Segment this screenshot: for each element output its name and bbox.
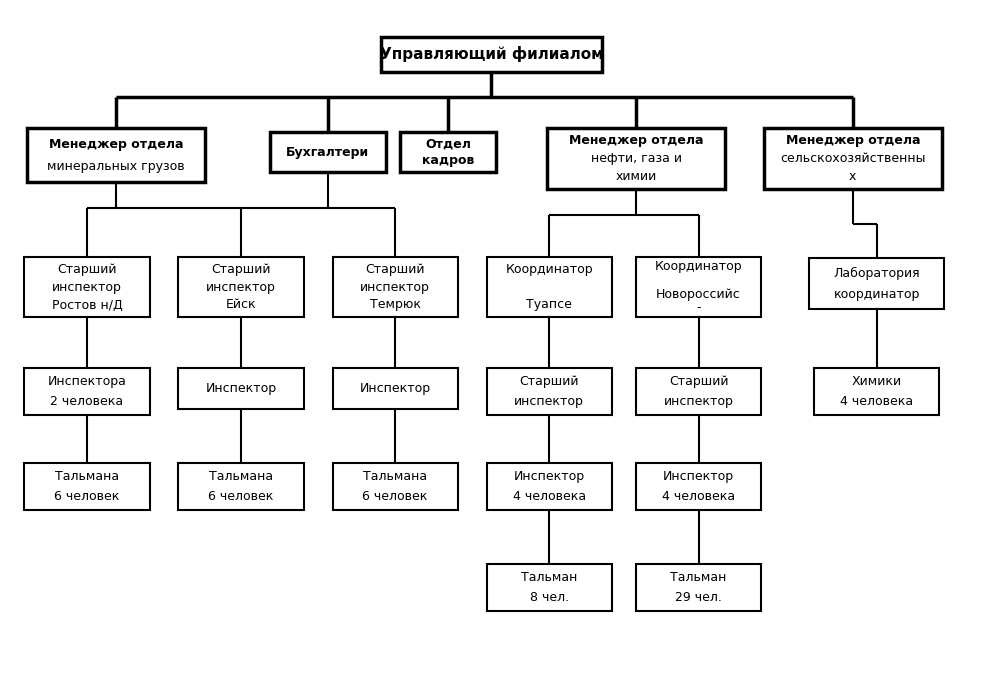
Text: Менеджер отдела: Менеджер отдела	[569, 134, 703, 147]
Text: Инспектор: Инспектор	[205, 382, 276, 395]
Text: 2 человека: 2 человека	[50, 395, 124, 408]
FancyBboxPatch shape	[636, 368, 761, 415]
Text: Отдел: Отдел	[426, 137, 471, 150]
Text: Тальман: Тальман	[521, 571, 577, 584]
Text: инспектор: инспектор	[664, 395, 733, 408]
Text: нефти, газа и: нефти, газа и	[591, 152, 681, 165]
Text: Координатор: Координатор	[505, 263, 593, 276]
Text: химии: химии	[615, 170, 657, 183]
FancyBboxPatch shape	[400, 132, 496, 172]
Text: 4 человека: 4 человека	[663, 490, 735, 503]
FancyBboxPatch shape	[178, 368, 304, 409]
Text: Менеджер отдела: Менеджер отдела	[48, 138, 183, 151]
FancyBboxPatch shape	[25, 463, 149, 510]
FancyBboxPatch shape	[487, 257, 611, 318]
FancyBboxPatch shape	[25, 257, 149, 318]
FancyBboxPatch shape	[487, 463, 611, 510]
FancyBboxPatch shape	[636, 257, 761, 318]
Text: Ейск: Ейск	[226, 298, 257, 311]
Text: 8 чел.: 8 чел.	[530, 591, 569, 604]
FancyBboxPatch shape	[332, 463, 458, 510]
Text: инспектор: инспектор	[360, 280, 431, 294]
FancyBboxPatch shape	[178, 257, 304, 318]
Text: 6 человек: 6 человек	[363, 490, 428, 503]
Text: инспектор: инспектор	[514, 395, 584, 408]
Text: Старший: Старший	[366, 263, 425, 276]
Text: Старший: Старший	[57, 263, 117, 276]
Text: кадров: кадров	[422, 154, 474, 167]
Text: х: х	[849, 170, 856, 183]
Text: Инспектор: Инспектор	[664, 470, 734, 483]
FancyBboxPatch shape	[380, 37, 603, 72]
Text: Менеджер отдела: Менеджер отдела	[785, 134, 920, 147]
FancyBboxPatch shape	[547, 128, 725, 189]
FancyBboxPatch shape	[636, 564, 761, 611]
Text: 4 человека: 4 человека	[840, 395, 913, 408]
Text: Тальмана: Тальмана	[363, 470, 428, 483]
Text: Темрюк: Темрюк	[370, 298, 421, 311]
FancyBboxPatch shape	[487, 564, 611, 611]
FancyBboxPatch shape	[178, 463, 304, 510]
FancyBboxPatch shape	[25, 368, 149, 415]
Text: 6 человек: 6 человек	[208, 490, 273, 503]
Text: Лаборатория: Лаборатория	[834, 267, 920, 280]
FancyBboxPatch shape	[270, 132, 385, 172]
Text: Тальман: Тальман	[670, 571, 726, 584]
Text: Туапсе: Туапсе	[526, 298, 572, 311]
Text: Старший: Старший	[520, 376, 579, 389]
Text: 6 человек: 6 человек	[54, 490, 120, 503]
Text: -: -	[696, 301, 701, 314]
Text: Тальмана: Тальмана	[55, 470, 119, 483]
Text: Инспектора: Инспектора	[47, 376, 127, 389]
FancyBboxPatch shape	[332, 368, 458, 409]
Text: Новороссийс: Новороссийс	[657, 287, 741, 300]
FancyBboxPatch shape	[487, 368, 611, 415]
Text: Управляющий филиалом: Управляющий филиалом	[379, 46, 604, 62]
Text: минеральных грузов: минеральных грузов	[47, 160, 185, 173]
FancyBboxPatch shape	[814, 368, 940, 415]
Text: 4 человека: 4 человека	[513, 490, 586, 503]
FancyBboxPatch shape	[764, 128, 942, 189]
Text: Старший: Старший	[211, 263, 270, 276]
Text: 29 чел.: 29 чел.	[675, 591, 723, 604]
FancyBboxPatch shape	[332, 257, 458, 318]
Text: Старший: Старший	[668, 376, 728, 389]
Text: Инспектор: Инспектор	[514, 470, 585, 483]
FancyBboxPatch shape	[809, 258, 945, 309]
FancyBboxPatch shape	[27, 128, 204, 183]
Text: инспектор: инспектор	[52, 280, 122, 294]
Text: Химики: Химики	[852, 376, 901, 389]
Text: Бухгалтери: Бухгалтери	[286, 145, 370, 158]
Text: инспектор: инспектор	[206, 280, 276, 294]
Text: Координатор: Координатор	[655, 260, 742, 273]
Text: координатор: координатор	[834, 288, 920, 301]
Text: Тальмана: Тальмана	[209, 470, 273, 483]
FancyBboxPatch shape	[636, 463, 761, 510]
Text: Инспектор: Инспектор	[360, 382, 431, 395]
Text: сельскохозяйственны: сельскохозяйственны	[780, 152, 926, 165]
Text: Ростов н/Д: Ростов н/Д	[51, 298, 122, 311]
